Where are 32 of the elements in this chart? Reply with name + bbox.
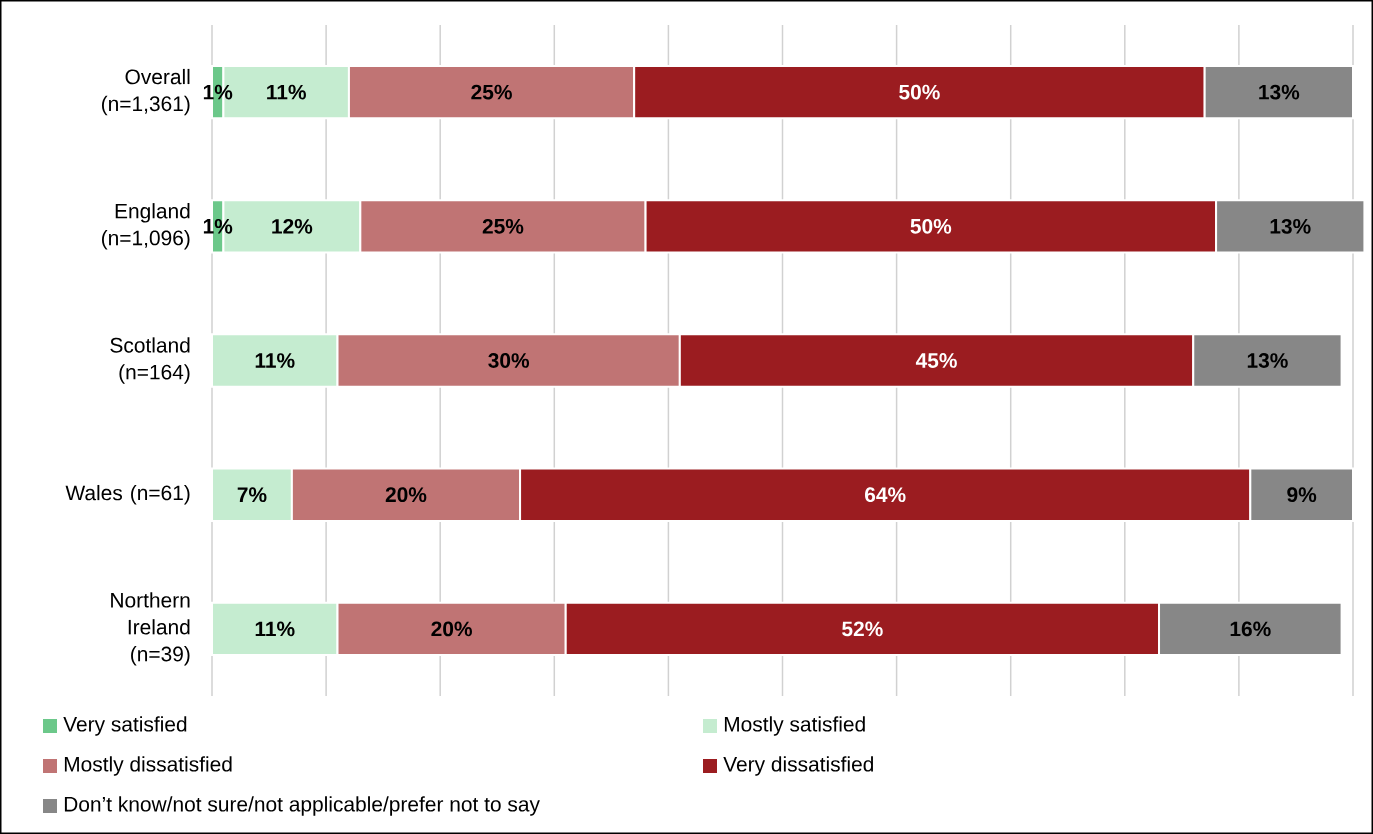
data-label: 50% [899, 84, 940, 100]
data-label: 13% [1259, 84, 1300, 100]
data-label: 9% [1287, 487, 1317, 503]
data-label: 25% [482, 218, 524, 234]
legend-label: Don’t know/not sure/not applicable/prefer not to say [64, 796, 540, 816]
data-label: 16% [1230, 621, 1271, 637]
data-label: 52% [842, 621, 883, 637]
data-label: 25% [471, 84, 512, 100]
legend-label: Very satisfied [63, 716, 187, 736]
data-label: 11% [255, 353, 295, 368]
y-tick-label: Northern Ireland (n=39) [111, 592, 190, 666]
legend-label: Very dissatisfied [723, 756, 873, 776]
data-label: 64% [865, 487, 906, 503]
y-tick-label: England (n=1,096) [101, 203, 190, 250]
data-label: 30% [488, 353, 530, 368]
data-label: 11% [267, 84, 306, 100]
data-label: 1% [203, 84, 233, 100]
data-label: 45% [915, 353, 957, 368]
data-label: 1% [203, 218, 233, 234]
data-label: 13% [1270, 218, 1311, 234]
data-label: 12% [272, 218, 313, 234]
data-label: 13% [1247, 353, 1288, 368]
legend-label: Mostly satisfied [724, 716, 865, 736]
y-tick-label: Wales (n=61) [65, 484, 190, 505]
data-label: 11% [255, 621, 295, 637]
data-label: 7% [237, 487, 267, 503]
y-tick-label: Overall (n=1,361) [101, 68, 190, 116]
data-label: 20% [385, 487, 427, 503]
legend-label: Mostly dissatisfied [64, 756, 232, 776]
data-label: 50% [910, 218, 952, 234]
data-label: 20% [431, 621, 472, 637]
y-tick-label: Scotland (n=164) [110, 337, 190, 384]
